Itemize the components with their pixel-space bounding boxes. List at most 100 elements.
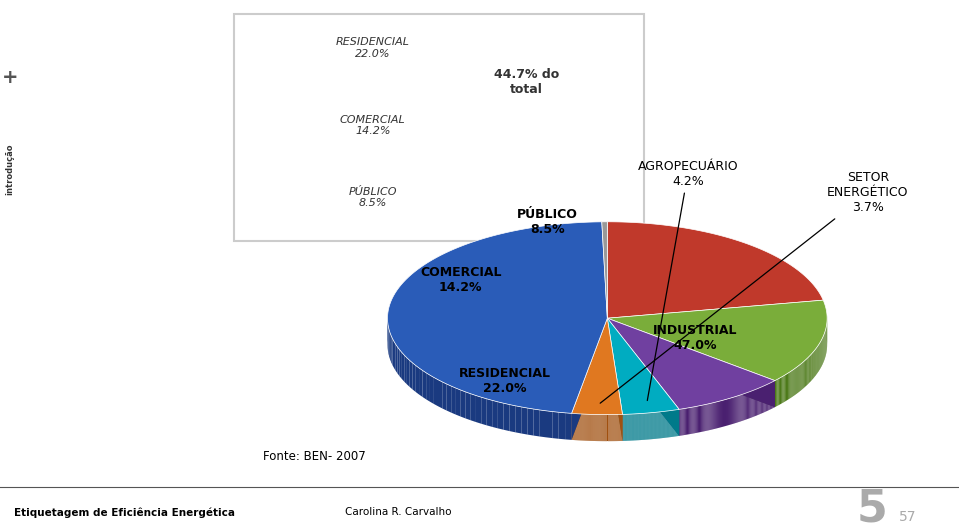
Polygon shape <box>607 318 775 409</box>
Polygon shape <box>693 407 694 433</box>
Polygon shape <box>433 378 438 406</box>
Polygon shape <box>607 318 679 436</box>
Polygon shape <box>785 374 787 401</box>
Polygon shape <box>730 398 731 425</box>
Polygon shape <box>797 366 798 393</box>
Polygon shape <box>701 405 702 432</box>
Polygon shape <box>790 371 791 398</box>
Polygon shape <box>779 378 780 405</box>
Polygon shape <box>780 377 782 405</box>
Polygon shape <box>607 318 622 441</box>
Polygon shape <box>394 341 396 371</box>
Polygon shape <box>725 399 726 426</box>
Text: eletricidade: eletricidade <box>40 234 120 246</box>
Polygon shape <box>527 408 533 435</box>
Polygon shape <box>734 397 735 424</box>
Polygon shape <box>509 405 515 432</box>
Polygon shape <box>607 318 679 436</box>
Polygon shape <box>392 339 394 368</box>
Text: RESIDENCIAL
22.0%: RESIDENCIAL 22.0% <box>336 37 409 59</box>
Polygon shape <box>799 365 800 392</box>
Polygon shape <box>697 406 698 433</box>
Polygon shape <box>607 300 827 381</box>
Polygon shape <box>712 403 713 430</box>
Polygon shape <box>572 318 607 440</box>
Text: 57: 57 <box>899 510 916 524</box>
Polygon shape <box>717 401 718 429</box>
Text: COMERCIAL
14.2%: COMERCIAL 14.2% <box>420 266 502 294</box>
Polygon shape <box>727 399 728 426</box>
Polygon shape <box>419 368 423 397</box>
Polygon shape <box>607 318 775 407</box>
Polygon shape <box>704 405 706 431</box>
Polygon shape <box>719 401 720 428</box>
Polygon shape <box>559 412 565 439</box>
Text: RESIDENCIAL
22.0%: RESIDENCIAL 22.0% <box>458 367 550 395</box>
Text: 44,7%: 44,7% <box>40 193 104 211</box>
Polygon shape <box>456 388 460 417</box>
Polygon shape <box>703 405 704 432</box>
Polygon shape <box>706 404 707 431</box>
Polygon shape <box>691 407 692 434</box>
Polygon shape <box>572 318 607 440</box>
Polygon shape <box>680 409 682 436</box>
Polygon shape <box>452 386 456 415</box>
Polygon shape <box>572 318 622 415</box>
Polygon shape <box>391 336 392 365</box>
Polygon shape <box>714 402 715 429</box>
Polygon shape <box>700 406 701 432</box>
Polygon shape <box>698 406 699 433</box>
Polygon shape <box>776 379 778 406</box>
Polygon shape <box>798 366 799 393</box>
Polygon shape <box>699 406 700 432</box>
Polygon shape <box>400 350 402 379</box>
Polygon shape <box>552 412 559 439</box>
Polygon shape <box>702 405 703 432</box>
Polygon shape <box>607 318 775 407</box>
Polygon shape <box>731 398 732 424</box>
Polygon shape <box>522 407 527 434</box>
Polygon shape <box>775 380 776 407</box>
Text: PÚBLICO
8.5%: PÚBLICO 8.5% <box>517 208 578 236</box>
Polygon shape <box>782 376 783 404</box>
Polygon shape <box>729 398 730 425</box>
Polygon shape <box>796 367 797 395</box>
Polygon shape <box>789 372 790 399</box>
Text: edificações: edificações <box>40 354 126 367</box>
Polygon shape <box>565 413 572 440</box>
Text: da: da <box>128 193 149 206</box>
Polygon shape <box>794 369 795 396</box>
Polygon shape <box>720 401 721 427</box>
Polygon shape <box>709 404 710 430</box>
Polygon shape <box>732 397 733 424</box>
Text: +: + <box>2 68 18 87</box>
Text: INDUSTRIAL
47.0%: INDUSTRIAL 47.0% <box>653 323 737 352</box>
Polygon shape <box>442 382 447 410</box>
Polygon shape <box>690 407 691 434</box>
Polygon shape <box>540 410 546 438</box>
Text: COMERCIAL
14.2%: COMERCIAL 14.2% <box>340 115 406 136</box>
Polygon shape <box>546 411 552 438</box>
Polygon shape <box>416 365 419 395</box>
Polygon shape <box>503 403 509 431</box>
Polygon shape <box>607 318 679 414</box>
Polygon shape <box>713 402 714 429</box>
Text: nas: nas <box>40 314 64 327</box>
Polygon shape <box>728 399 729 425</box>
Text: públicas: públicas <box>40 474 104 487</box>
Polygon shape <box>688 408 690 434</box>
Polygon shape <box>723 400 724 427</box>
Polygon shape <box>466 392 471 421</box>
Polygon shape <box>685 408 686 435</box>
Polygon shape <box>683 409 684 435</box>
Polygon shape <box>407 358 409 387</box>
Polygon shape <box>438 380 442 408</box>
Polygon shape <box>412 363 416 392</box>
Polygon shape <box>721 400 722 427</box>
Polygon shape <box>409 361 412 390</box>
Polygon shape <box>447 384 452 413</box>
Text: eletricidade no: eletricidade no <box>40 82 170 97</box>
Polygon shape <box>405 355 407 384</box>
Polygon shape <box>733 397 734 424</box>
Polygon shape <box>396 344 398 374</box>
